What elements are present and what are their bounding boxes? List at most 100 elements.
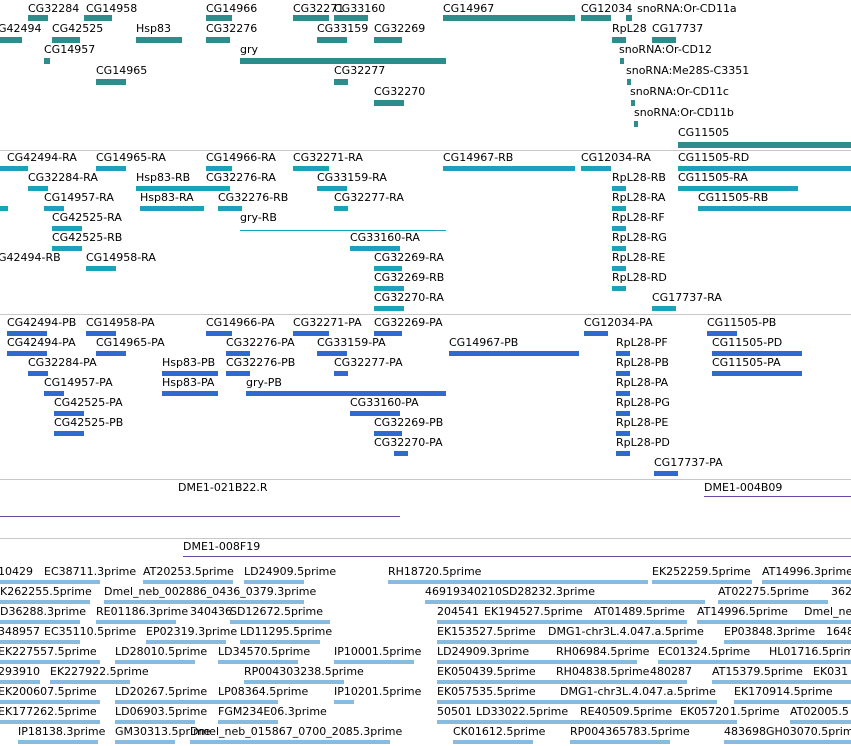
gene-bar[interactable] — [581, 15, 611, 21]
transcript-label[interactable]: gry-PB — [246, 376, 282, 389]
gene-bar[interactable] — [627, 79, 631, 85]
transcript-bar[interactable] — [317, 186, 347, 191]
transcript-label[interactable]: CG32269-RA — [374, 251, 444, 264]
transcript-label[interactable]: CG32271-PA — [293, 316, 362, 329]
transcript-label[interactable]: Hsp83-PB — [162, 356, 216, 369]
transcript-bar[interactable] — [374, 266, 402, 271]
est-bar[interactable] — [0, 660, 100, 664]
transcript-label[interactable]: RpL28-RF — [612, 211, 665, 224]
transcript-label[interactable]: RpL28-RB — [612, 171, 666, 184]
est-label[interactable]: LD34570.5prime — [218, 645, 311, 658]
transcript-label[interactable]: CG42525-PA — [54, 396, 123, 409]
gene-label[interactable]: snoRNA:Me28S-C3351 — [626, 64, 750, 77]
transcript-bar[interactable] — [581, 166, 611, 171]
gene-label[interactable]: CG14958 — [86, 2, 138, 15]
est-label[interactable]: LD33022.5prime — [476, 705, 569, 718]
est-bar[interactable] — [718, 600, 828, 604]
gene-label[interactable]: CG17737 — [652, 22, 704, 35]
gene-bar[interactable] — [374, 100, 404, 106]
gene-label[interactable]: RpL28 — [612, 22, 647, 35]
est-bar[interactable] — [0, 680, 40, 684]
transcript-label[interactable]: CG42494-RA — [7, 151, 77, 164]
protein-bar[interactable] — [86, 331, 116, 336]
est-bar[interactable] — [0, 600, 90, 604]
gene-bar[interactable] — [678, 142, 851, 148]
gene-bar[interactable] — [206, 37, 230, 43]
transcript-label[interactable]: CG32276-RA — [206, 171, 276, 184]
transcript-label[interactable]: CG32277-PA — [334, 356, 403, 369]
transcript-label[interactable]: CG11505-PA — [712, 356, 781, 369]
est-bar[interactable] — [734, 700, 851, 704]
est-bar[interactable] — [230, 620, 330, 624]
gene-bar[interactable] — [334, 15, 368, 21]
gene-label[interactable]: CG32271 — [293, 2, 345, 15]
gene-label[interactable]: CG12034 — [581, 2, 633, 15]
transcript-label[interactable]: CG32276-RB — [218, 191, 289, 204]
protein-bar[interactable] — [712, 371, 802, 376]
gene-bar[interactable] — [0, 37, 22, 43]
est-label[interactable]: IP10001.5prime — [334, 645, 422, 658]
protein-bar[interactable] — [226, 351, 250, 356]
est-label[interactable]: RH18720.5prime — [388, 565, 482, 578]
est-label[interactable]: EC38711.3prime — [44, 565, 137, 578]
protein-bar[interactable] — [712, 351, 802, 356]
protein-bar[interactable] — [54, 431, 84, 436]
est-label[interactable]: AT14996.3prime — [762, 565, 851, 578]
protein-bar[interactable] — [206, 331, 232, 336]
est-bar[interactable] — [334, 660, 414, 664]
transcript-bar[interactable] — [652, 306, 676, 311]
gene-label[interactable]: G42494 — [0, 22, 42, 35]
protein-bar[interactable] — [7, 331, 47, 336]
protein-bar[interactable] — [350, 411, 400, 416]
transcript-label[interactable]: CG14957-RA — [44, 191, 114, 204]
gene-label[interactable]: snoRNA:Or-CD11b — [634, 106, 734, 119]
transcript-bar[interactable] — [96, 166, 126, 171]
transcript-label[interactable]: CG17737-PA — [654, 456, 723, 469]
protein-bar[interactable] — [654, 471, 678, 476]
transcript-label[interactable]: CG14957-PA — [44, 376, 113, 389]
est-bar[interactable] — [437, 680, 687, 684]
transcript-label[interactable]: RpL28-PD — [616, 436, 670, 449]
transcript-label[interactable]: CG11505-RA — [678, 171, 748, 184]
transcript-label[interactable]: Hsp83-RA — [140, 191, 194, 204]
clone-label[interactable]: DME1-021B22.R — [178, 481, 268, 494]
transcript-label[interactable]: CG14965-RA — [96, 151, 166, 164]
est-label[interactable]: CK01612.5prime — [453, 725, 546, 738]
transcript-label[interactable]: CG32284-RA — [28, 171, 98, 184]
gene-bar[interactable] — [631, 100, 635, 106]
est-label[interactable]: LD06903.5prime — [115, 705, 208, 718]
est-bar[interactable] — [437, 620, 687, 624]
est-label[interactable]: EK05720 — [680, 705, 730, 718]
est-label[interactable]: 10429 — [0, 565, 33, 578]
gene-bar[interactable] — [96, 79, 126, 85]
gene-bar[interactable] — [374, 37, 402, 43]
transcript-bar[interactable] — [206, 186, 230, 191]
transcript-label[interactable]: CG14965-PA — [96, 336, 165, 349]
est-bar[interactable] — [218, 700, 278, 704]
transcript-bar[interactable] — [678, 186, 798, 191]
clone-label[interactable]: DME1-008F19 — [183, 540, 261, 553]
est-bar[interactable] — [218, 660, 298, 664]
gene-label[interactable]: CG33160 — [334, 2, 386, 15]
transcript-label[interactable]: RpL28-RD — [612, 271, 667, 284]
transcript-label[interactable]: CG12034-PA — [584, 316, 653, 329]
est-label[interactable]: AT01489.5prime — [594, 605, 685, 618]
gene-label[interactable]: CG14957 — [44, 43, 96, 56]
transcript-label[interactable]: RpL28-PE — [616, 416, 669, 429]
est-bar[interactable] — [437, 700, 717, 704]
transcript-label[interactable]: CG42525-PB — [54, 416, 124, 429]
transcript-label[interactable]: CG11505-RB — [698, 191, 769, 204]
protein-bar[interactable] — [246, 391, 446, 396]
transcript-label[interactable]: Hsp83-RB — [136, 171, 191, 184]
gene-bar[interactable] — [620, 58, 624, 64]
transcript-label[interactable]: CG33159-RA — [317, 171, 387, 184]
transcript-bar[interactable] — [0, 166, 28, 171]
gene-label[interactable]: CG14967 — [443, 2, 495, 15]
gene-label[interactable]: CG32277 — [334, 64, 386, 77]
est-label[interactable]: LD24909.3prime — [437, 645, 530, 658]
protein-bar[interactable] — [616, 451, 630, 456]
gene-bar[interactable] — [334, 79, 348, 85]
transcript-label[interactable]: CG12034-RA — [581, 151, 651, 164]
est-label[interactable]: SD12672.5prime — [230, 605, 323, 618]
transcript-label[interactable]: CG32276-PA — [226, 336, 295, 349]
